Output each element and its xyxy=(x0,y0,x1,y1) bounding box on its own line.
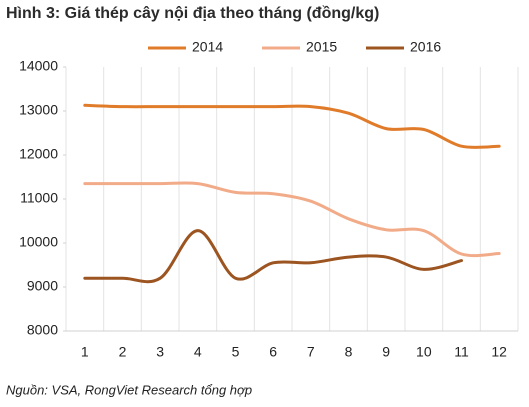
legend-label: 2016 xyxy=(410,39,441,55)
x-tick-label: 7 xyxy=(307,344,315,360)
y-tick-label: 13000 xyxy=(19,102,58,118)
x-tick-label: 2 xyxy=(119,344,127,360)
y-tick-label: 12000 xyxy=(19,146,58,162)
x-tick-label: 1 xyxy=(81,344,89,360)
line-series xyxy=(83,229,463,284)
x-tick-label: 6 xyxy=(269,344,277,360)
x-tick-label: 3 xyxy=(156,344,164,360)
x-tick-label: 8 xyxy=(345,344,353,360)
line-series xyxy=(83,181,501,258)
chart-title: Hình 3: Giá thép cây nội địa theo tháng … xyxy=(6,5,379,22)
line-series xyxy=(83,103,501,149)
legend-label: 2015 xyxy=(306,39,337,55)
x-tick-label: 10 xyxy=(416,344,432,360)
y-tick-label: 9000 xyxy=(27,278,58,294)
legend-label: 2014 xyxy=(192,39,223,55)
y-tick-label: 10000 xyxy=(19,234,58,250)
y-tick-label: 11000 xyxy=(20,190,58,206)
x-tick-label: 5 xyxy=(232,344,240,360)
x-tick-label: 12 xyxy=(491,344,507,360)
source-note: Nguồn: VSA, RongViet Research tổng hợp xyxy=(6,382,252,397)
x-tick-label: 11 xyxy=(454,344,469,360)
x-tick-label: 9 xyxy=(382,344,390,360)
y-tick-label: 8000 xyxy=(27,322,58,338)
y-tick-label: 14000 xyxy=(19,58,58,74)
x-tick-label: 4 xyxy=(194,344,202,360)
